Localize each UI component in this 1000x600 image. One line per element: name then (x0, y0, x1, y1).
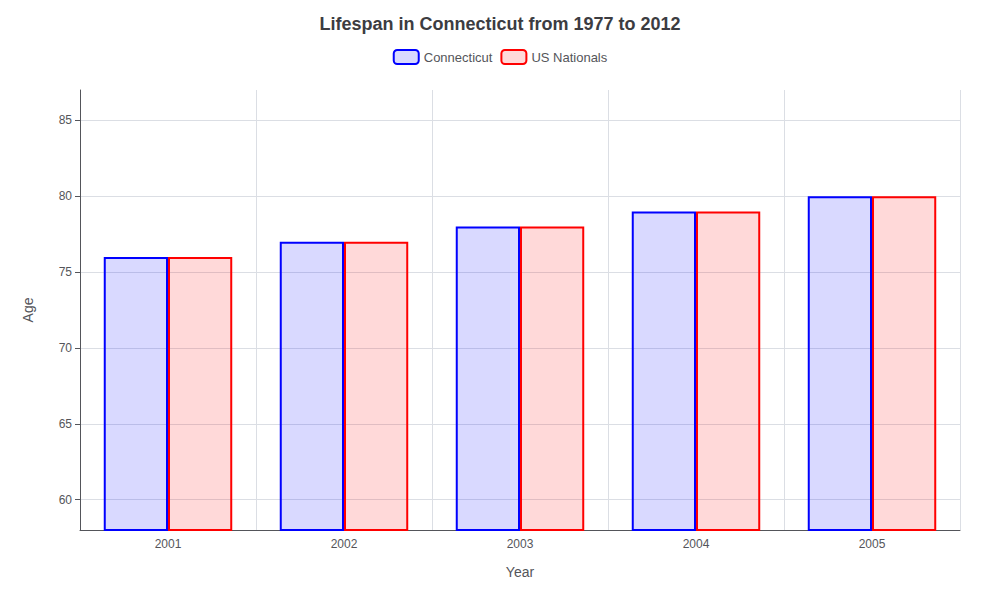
svg-text:80: 80 (59, 189, 73, 203)
svg-text:65: 65 (59, 417, 73, 431)
svg-text:2002: 2002 (331, 537, 358, 551)
svg-text:Age: Age (20, 297, 36, 322)
svg-text:2005: 2005 (859, 537, 886, 551)
svg-text:2001: 2001 (155, 537, 182, 551)
svg-text:2004: 2004 (683, 537, 710, 551)
svg-text:75: 75 (59, 265, 73, 279)
svg-text:Lifespan in Connecticut from 1: Lifespan in Connecticut from 1977 to 201… (319, 14, 680, 34)
svg-text:85: 85 (59, 113, 73, 127)
svg-text:2003: 2003 (507, 537, 534, 551)
svg-text:70: 70 (59, 341, 73, 355)
svg-text:60: 60 (59, 493, 73, 507)
svg-text:US Nationals: US Nationals (531, 50, 607, 65)
svg-text:Year: Year (506, 564, 535, 580)
svg-text:Connecticut: Connecticut (424, 50, 493, 65)
